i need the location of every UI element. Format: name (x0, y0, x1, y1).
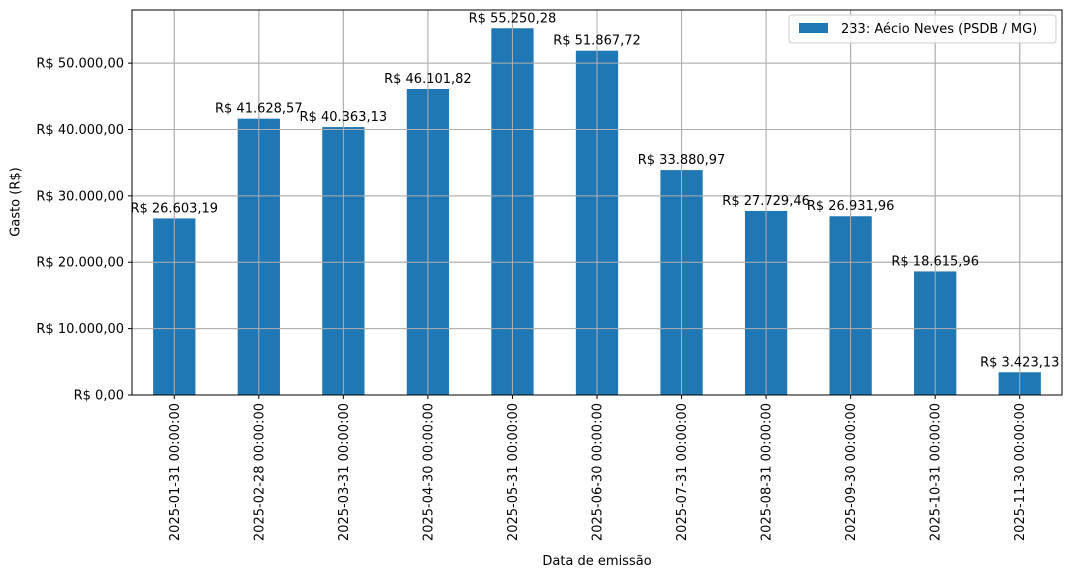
legend: 233: Aécio Neves (PSDB / MG) (788, 14, 1057, 44)
x-tick-label: 2025-05-31 00:00:00 (506, 403, 521, 541)
x-axis-ticks: 2025-01-31 00:00:00 2025-02-28 00:00:00 20… (168, 395, 1028, 541)
legend-label: 233: Aécio Neves (PSDB / MG) (841, 22, 1037, 37)
x-axis-label: Data de emissão (542, 554, 652, 569)
legend-swatch (799, 23, 828, 33)
y-tick-label: R$ 20.000,00 (36, 256, 124, 271)
y-tick-label: R$ 10.000,00 (36, 322, 124, 337)
bar-value-label: R$ 51.867,72 (553, 34, 641, 49)
bar-value-label: R$ 3.423,13 (980, 355, 1059, 370)
x-tick-label: 2025-06-30 00:00:00 (591, 403, 606, 541)
x-tick-label: 2025-01-31 00:00:00 (168, 403, 183, 541)
x-tick-label: 2025-08-31 00:00:00 (760, 403, 775, 541)
y-axis-label: Gasto (R$) (8, 167, 24, 237)
y-tick-label: R$ 0,00 (74, 389, 124, 404)
bar-value-labels: R$ 26.603,19 R$ 41.628,57R$ 40.363,13 R$ 4… (130, 11, 1059, 370)
bars (132, 10, 1062, 396)
y-tick-label: R$ 40.000,00 (36, 123, 124, 138)
bar-value-label: R$ 18.615,96 (891, 254, 979, 269)
bar-value-label: R$ 26.603,19 (130, 201, 218, 216)
x-tick-label: 2025-09-30 00:00:00 (844, 403, 859, 541)
bar-value-label: R$ 46.101,82 (384, 72, 472, 87)
bar-value-label: R$ 33.880,97 (638, 153, 726, 168)
x-tick-label: 2025-04-30 00:00:00 (421, 403, 436, 541)
x-tick-label: 2025-03-31 00:00:00 (337, 403, 352, 541)
bar-value-label: R$ 55.250,28 (469, 11, 557, 26)
bar-value-label: R$ 41.628,57 (215, 102, 303, 117)
y-axis-ticks: R$ 0,00 R$ 10.000,00 R$ 20.000,00 R$ 30.000… (36, 57, 132, 404)
x-tick-label: 2025-07-31 00:00:00 (675, 403, 690, 541)
bar-value-label: R$ 26.931,96 (807, 199, 895, 214)
x-tick-label: 2025-11-30 00:00:00 (1013, 403, 1028, 541)
x-tick-label: 2025-10-31 00:00:00 (929, 403, 944, 541)
x-tick-label: 2025-02-28 00:00:00 (252, 403, 267, 541)
y-tick-label: R$ 50.000,00 (36, 57, 124, 72)
bar-value-label: R$ 40.363,13 (300, 110, 388, 125)
bar-value-label: R$ 27.729,46 (722, 194, 810, 209)
legend-box (788, 14, 1057, 44)
y-tick-label: R$ 30.000,00 (36, 189, 124, 204)
